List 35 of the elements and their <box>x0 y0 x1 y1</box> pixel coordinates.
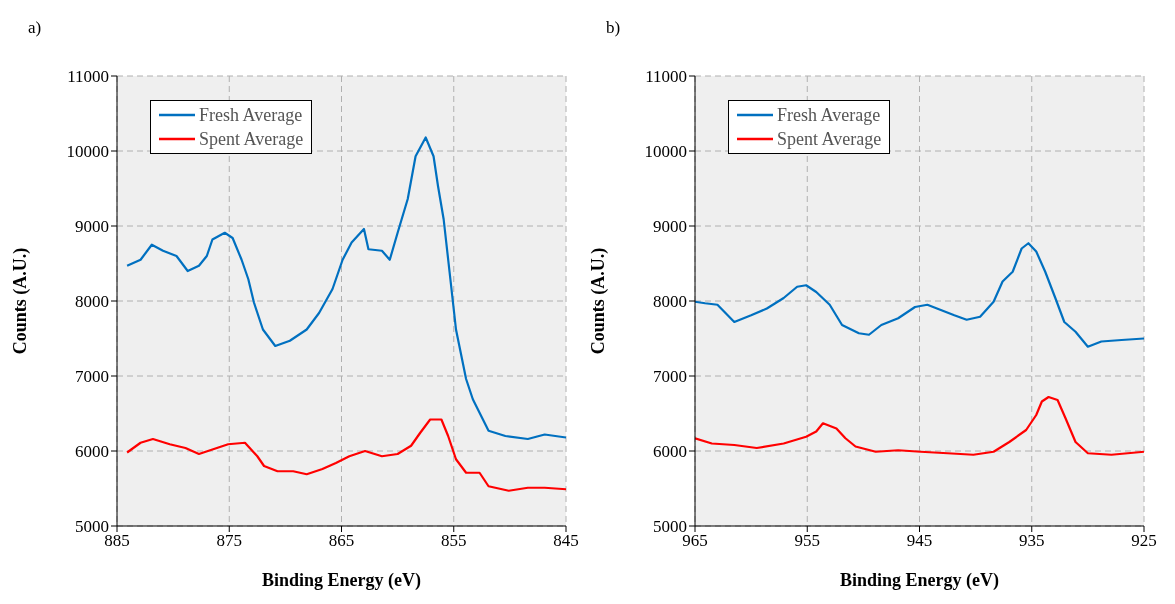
line-series <box>695 242 1144 348</box>
y-tick-label: 7000 <box>653 367 687 387</box>
y-tick-label: 7000 <box>75 367 109 387</box>
y-tick-label: 6000 <box>75 442 109 462</box>
y-tick-label: 11000 <box>645 67 687 87</box>
y-axis-title: Counts (A.U.) <box>588 247 610 355</box>
x-tick-label: 875 <box>216 531 242 551</box>
x-tick-label: 965 <box>682 531 708 551</box>
y-tick-label: 11000 <box>67 67 109 87</box>
x-tick-label: 865 <box>328 531 355 551</box>
x-tick-label: 955 <box>794 531 820 551</box>
y-tick-label: 9000 <box>653 217 687 237</box>
x-tick-label: 855 <box>441 531 467 551</box>
x-tick-label: 885 <box>104 531 130 551</box>
x-axis-title: Binding Energy (eV) <box>839 570 1000 591</box>
line-series <box>126 418 566 492</box>
chart-title: a) <box>28 18 42 38</box>
x-tick-label: 945 <box>906 531 933 551</box>
x-axis-title: Binding Energy (eV) <box>261 570 422 591</box>
legend-label: Fresh Average <box>777 104 881 126</box>
chart-title: b) <box>606 18 621 38</box>
line-series <box>695 395 1144 456</box>
legend-label: Fresh Average <box>199 104 303 126</box>
legend-label: Spent Average <box>199 128 304 150</box>
x-tick-label: 935 <box>1019 531 1045 551</box>
y-tick-label: 10000 <box>66 142 109 162</box>
y-axis-title: Counts (A.U.) <box>10 247 32 355</box>
y-tick-label: 8000 <box>653 292 687 312</box>
y-tick-label: 10000 <box>644 142 687 162</box>
legend-label: Spent Average <box>777 128 882 150</box>
y-tick-label: 6000 <box>653 442 687 462</box>
x-tick-label: 925 <box>1131 531 1157 551</box>
y-tick-label: 8000 <box>75 292 109 312</box>
y-tick-label: 9000 <box>75 217 109 237</box>
x-tick-label: 845 <box>553 531 579 551</box>
